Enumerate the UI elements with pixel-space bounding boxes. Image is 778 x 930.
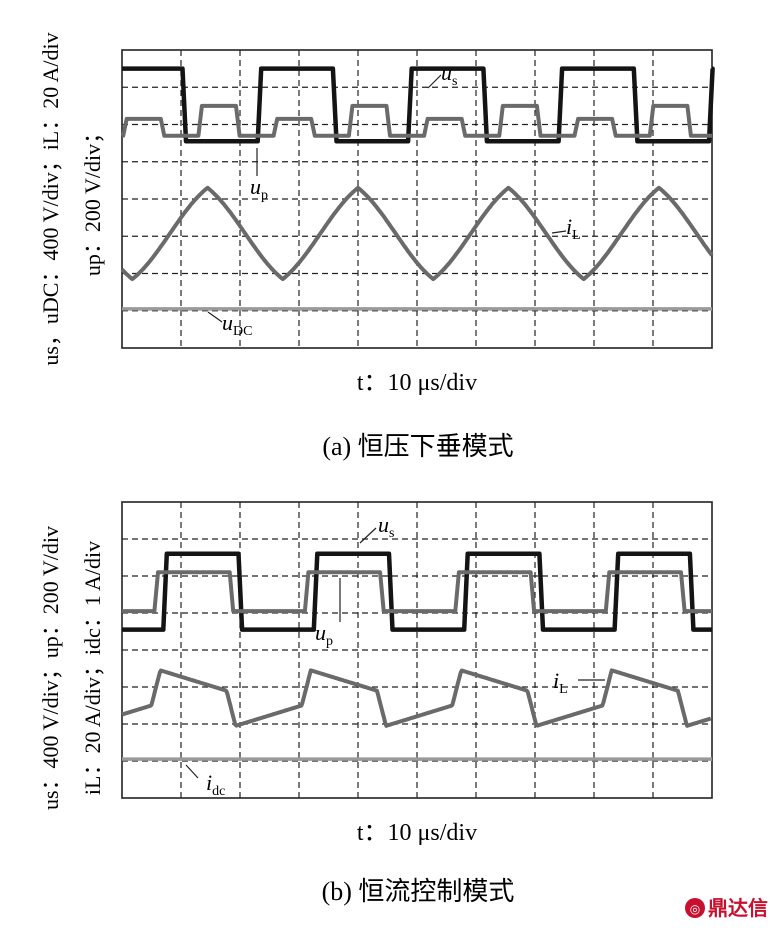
waveform-a-us xyxy=(122,66,715,144)
leader-a-us xyxy=(427,74,442,89)
panel-a: us，uDC：400 V/div；iL：20 A/div up：200 V/di… xyxy=(38,32,715,461)
watermark-text: 鼎达信 xyxy=(708,896,768,920)
annotation-a-us: us xyxy=(441,60,457,89)
watermark-logo-icon-glyph: ◎ xyxy=(690,902,700,916)
panel-b: us：400 V/div；up：200 V/div iL：20 A/div；id… xyxy=(38,501,713,906)
annotation-a-uDC: uDC xyxy=(222,310,252,339)
grid-a xyxy=(122,50,712,348)
caption-b: (b) 恒流控制模式 xyxy=(322,877,515,906)
waveform-b-us xyxy=(122,551,712,632)
grid-b xyxy=(122,502,712,798)
leader-b-us xyxy=(359,527,377,544)
annotation-b-iL: iL xyxy=(553,668,568,697)
leader-a-uDC xyxy=(207,311,223,323)
annotation-b-up: up xyxy=(315,620,333,649)
waves-a xyxy=(120,66,715,311)
ylabel-a-line2: up：200 V/div； xyxy=(80,122,105,276)
xlabel-b: t：10 μs/div xyxy=(357,820,477,846)
waves-b xyxy=(121,551,712,761)
caption-a: (a) 恒压下垂模式 xyxy=(322,432,513,461)
leader-b-idc xyxy=(185,764,199,779)
ylabel-b-line2: iL：20 A/div；idc：1 A/div xyxy=(80,541,105,795)
watermark-logo: ◎ 鼎达信 xyxy=(685,896,768,920)
waveform-a-iL xyxy=(120,185,714,282)
annotation-b-us: us xyxy=(378,512,394,541)
annotation-a-up: up xyxy=(250,174,268,203)
watermark-logo-icon xyxy=(685,898,705,918)
leader-a-iL xyxy=(551,230,567,234)
annotation-a-iL: iL xyxy=(566,214,581,243)
waveform-b-up xyxy=(122,570,712,614)
waveform-a-up xyxy=(121,103,712,138)
waveform-b-iL xyxy=(121,668,712,728)
ylabel-a-line1: us，uDC：400 V/div；iL：20 A/div xyxy=(38,32,63,365)
xlabel-a: t：10 μs/div xyxy=(357,370,477,396)
annotation-b-idc: idc xyxy=(206,770,225,799)
ylabel-b-line1: us：400 V/div；up：200 V/div xyxy=(38,526,63,810)
